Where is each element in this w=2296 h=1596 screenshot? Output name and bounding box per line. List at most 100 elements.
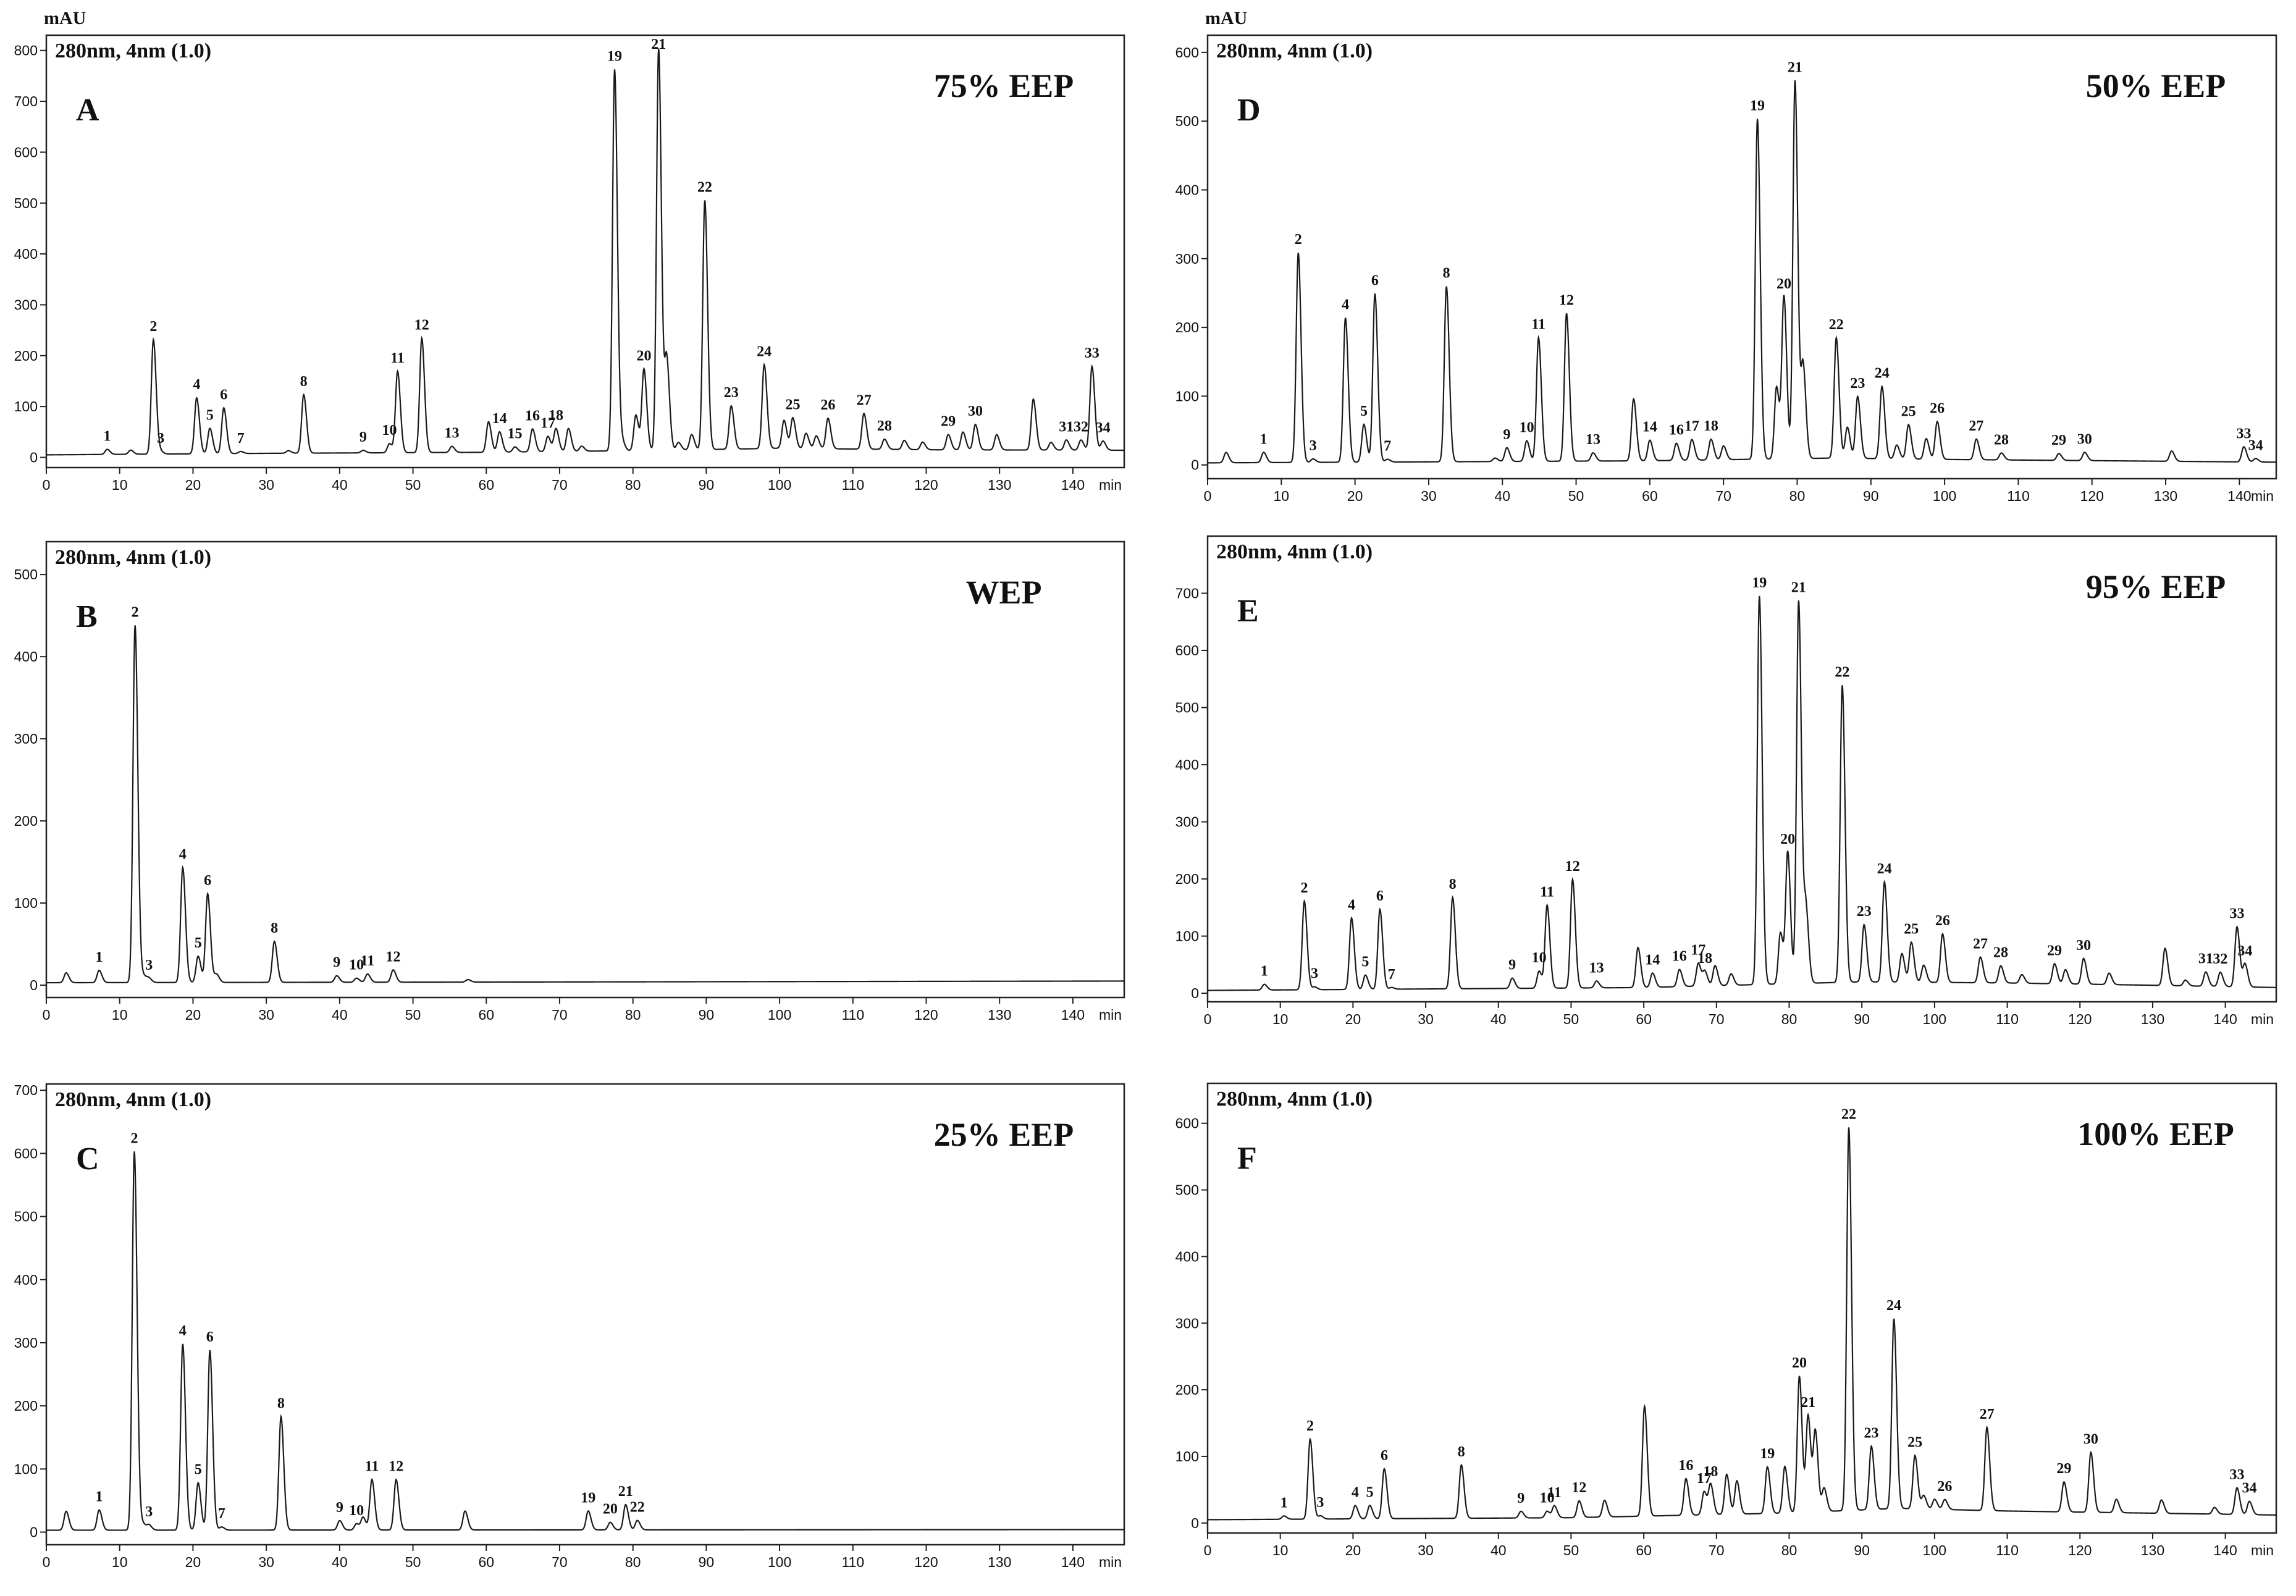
peak-label: 7 xyxy=(237,430,245,447)
peak-label: 2 xyxy=(1301,880,1308,896)
peak-label: 31 xyxy=(1059,419,1074,435)
peak-label: 26 xyxy=(820,397,835,413)
panel-letter: C xyxy=(76,1141,99,1177)
x-tick-label: 120 xyxy=(2068,1542,2092,1558)
x-tick-label: 140 xyxy=(2213,1542,2237,1558)
y-tick-label: 300 xyxy=(14,1335,38,1351)
y-tick-label: 400 xyxy=(14,246,38,262)
peak-label: 5 xyxy=(1360,403,1368,419)
peak-label: 13 xyxy=(1586,432,1600,448)
peak-label: 8 xyxy=(1458,1444,1465,1460)
x-tick-label: 90 xyxy=(1854,1542,1870,1558)
peak-label: 30 xyxy=(968,403,983,419)
x-tick-label: 120 xyxy=(914,477,938,493)
y-tick-label: 300 xyxy=(1175,251,1199,267)
y-tick-label: 100 xyxy=(14,895,38,911)
chromatogram-trace xyxy=(1208,1127,2277,1521)
y-tick-label: 100 xyxy=(14,1461,38,1477)
x-tick-label: 80 xyxy=(625,477,641,493)
peak-label: 7 xyxy=(1384,439,1391,455)
y-tick-label: 200 xyxy=(1175,871,1199,887)
x-tick-label: 110 xyxy=(1996,1542,2019,1558)
y-tick-label: 400 xyxy=(1175,182,1199,198)
peak-label: 10 xyxy=(349,957,364,973)
peak-label: 20 xyxy=(1780,831,1795,847)
peak-label: 23 xyxy=(1850,376,1865,392)
x-tick-label: 140 xyxy=(1061,1554,1085,1570)
x-tick-label: 70 xyxy=(1709,1542,1725,1558)
peak-label: 9 xyxy=(1503,427,1510,443)
panel-f: 0 100 200 300 400 500 600 0 10 20 30 40 50 60 70 80 90 10… xyxy=(1175,1082,2277,1558)
peak-label: 4 xyxy=(1352,1485,1359,1501)
chromatogram-trace xyxy=(46,1151,1124,1531)
x-tick-label: 140 xyxy=(1061,477,1085,493)
x-tick-label: 70 xyxy=(552,1554,568,1570)
x-tick-label: 40 xyxy=(332,1554,348,1570)
peak-label: 9 xyxy=(336,1500,343,1516)
peak-label: 25 xyxy=(1904,921,1919,937)
sample-label: 25% EEP xyxy=(934,1116,1074,1153)
x-tick-label: 80 xyxy=(625,1007,641,1023)
y-tick-label: 200 xyxy=(1175,1382,1199,1398)
peak-label: 11 xyxy=(390,350,405,366)
peak-label: 29 xyxy=(2056,1461,2071,1477)
x-tick-label: 50 xyxy=(405,1554,421,1570)
y-tick-label: 500 xyxy=(1175,700,1199,716)
peak-label: 13 xyxy=(1589,960,1604,976)
peak-label: 1 xyxy=(95,949,103,965)
peak-label: 11 xyxy=(1547,1485,1562,1501)
peak-label: 10 xyxy=(1520,420,1534,436)
peak-label: 34 xyxy=(2237,943,2252,959)
peak-label: 19 xyxy=(1760,1446,1775,1462)
peak-label: 5 xyxy=(195,1462,202,1478)
y-tick-label: 100 xyxy=(1175,928,1199,944)
peak-label: 24 xyxy=(1886,1298,1901,1314)
peak-label: 1 xyxy=(1260,431,1268,447)
y-tick-label: 300 xyxy=(1175,1315,1199,1331)
y-axis-unit: mAU xyxy=(1205,8,1247,28)
x-tick-label: 10 xyxy=(112,1554,128,1570)
x-tick-label: 40 xyxy=(332,1007,348,1023)
peak-label: 3 xyxy=(1316,1495,1324,1511)
y-tick-label: 400 xyxy=(14,1272,38,1288)
peak-label: 2 xyxy=(132,604,139,620)
peak-label: 3 xyxy=(145,1504,153,1520)
peak-label: 12 xyxy=(385,949,400,965)
peak-label: 33 xyxy=(1085,345,1100,361)
peak-label: 1 xyxy=(104,428,111,444)
y-tick-label: 100 xyxy=(14,398,38,414)
x-tick-label: 130 xyxy=(2154,488,2177,504)
peak-label: 28 xyxy=(1994,432,2009,448)
x-tick-label: 70 xyxy=(1715,488,1731,504)
peak-label: 11 xyxy=(365,1458,379,1474)
detector-label: 280nm, 4nm (1.0) xyxy=(55,1088,211,1111)
x-tick-label: 30 xyxy=(258,1554,274,1570)
peak-label: 8 xyxy=(1449,876,1457,892)
peak-label: 9 xyxy=(1508,957,1516,973)
peak-label: 4 xyxy=(1342,297,1349,313)
y-tick-label: 500 xyxy=(14,566,38,582)
peak-label: 3 xyxy=(145,957,153,973)
peak-label: 21 xyxy=(1801,1395,1815,1411)
peak-label: 6 xyxy=(1376,888,1384,904)
plot-frame xyxy=(45,1083,1125,1546)
peak-label: 5 xyxy=(206,407,214,423)
peak-label: 33 xyxy=(2229,906,2244,922)
y-tick-label: 0 xyxy=(1191,1515,1199,1531)
detector-label: 280nm, 4nm (1.0) xyxy=(55,546,211,569)
x-tick-label: 90 xyxy=(699,1554,715,1570)
peak-label: 18 xyxy=(1703,1464,1718,1480)
panel-c: 0 100 200 300 400 500 600 700 0 10 20 30 40 50 60 70 80 9… xyxy=(14,1082,1125,1570)
detector-label: 280nm, 4nm (1.0) xyxy=(1216,540,1373,563)
y-tick-label: 500 xyxy=(14,1209,38,1225)
x-tick-label: 0 xyxy=(1204,1011,1212,1027)
x-tick-label: 20 xyxy=(185,1554,201,1570)
peak-label: 29 xyxy=(2051,432,2066,448)
x-tick-label: 0 xyxy=(43,1554,51,1570)
x-tick-label: 0 xyxy=(1204,1542,1212,1558)
y-tick-label: 600 xyxy=(14,1145,38,1161)
peak-label: 3 xyxy=(157,430,164,447)
x-tick-label: 60 xyxy=(1636,1011,1652,1027)
x-tick-label: 10 xyxy=(1272,1011,1289,1027)
x-tick-label: 110 xyxy=(841,477,864,493)
